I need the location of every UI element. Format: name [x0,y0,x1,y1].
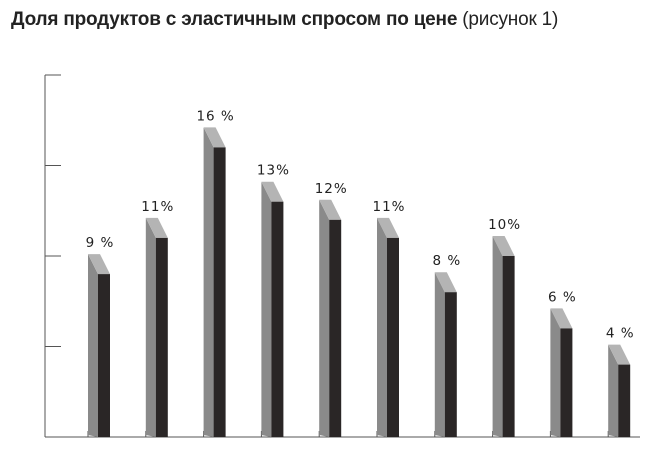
bar-top [377,217,399,238]
bar-front [271,201,284,437]
bar-side [145,217,156,437]
bar-value-label: 4 % [606,326,635,342]
bar-side [434,272,445,437]
bar [434,272,457,437]
bar-top [434,272,457,293]
bar-value-label: 12% [315,181,348,197]
bar-top [492,236,515,256]
bar-top [88,254,110,275]
bar-value-label: 10% [488,217,521,233]
bar-top [550,308,573,329]
bar-value-label: 11% [372,199,405,215]
chart-bars [88,127,631,438]
chart-title: Доля продуктов с эластичным спросом по ц… [11,9,558,31]
bar [261,181,284,437]
bar-front [618,364,631,437]
bar [377,217,399,437]
bar [319,199,342,437]
bar-value-label: 11% [141,199,174,215]
bar-side [608,344,619,437]
bar-value-label: 9 % [86,235,115,251]
bar-front [98,274,110,437]
bar-side [492,236,503,437]
bar-top [608,344,631,365]
bar-value-label: 13% [257,163,290,179]
bar-side [261,181,272,437]
bar-front [213,147,226,437]
chart-title-main: Доля продуктов с эластичным спросом по ц… [11,9,458,30]
bar-top [261,181,284,202]
bar-top [203,127,226,148]
bar [492,236,515,437]
bar-front [560,328,573,437]
bar-side [377,217,387,437]
bar-front [155,237,168,437]
bar-value-label: 6 % [548,289,577,305]
bar [145,217,168,437]
bar [550,308,573,437]
chart-title-figure-ref: (рисунок 1) [457,9,559,30]
bar-value-label: 8 % [432,253,461,269]
bar [203,127,226,438]
bar-side [550,308,561,437]
bar-front [502,256,515,437]
bar-front [387,237,399,437]
bar-side [319,199,330,437]
bar-top [319,199,342,220]
value-labels: 9 % 11% 16 % 13% 12% 11% 8 % 10% 6 % 4 % [86,108,635,342]
bar-front [444,292,457,437]
bar-front [329,219,342,437]
bar [88,254,110,437]
bar [608,344,631,437]
bar-top [145,217,168,238]
bar-side [88,254,98,437]
bar-value-label: 16 % [196,108,234,124]
bar-side [203,127,214,438]
